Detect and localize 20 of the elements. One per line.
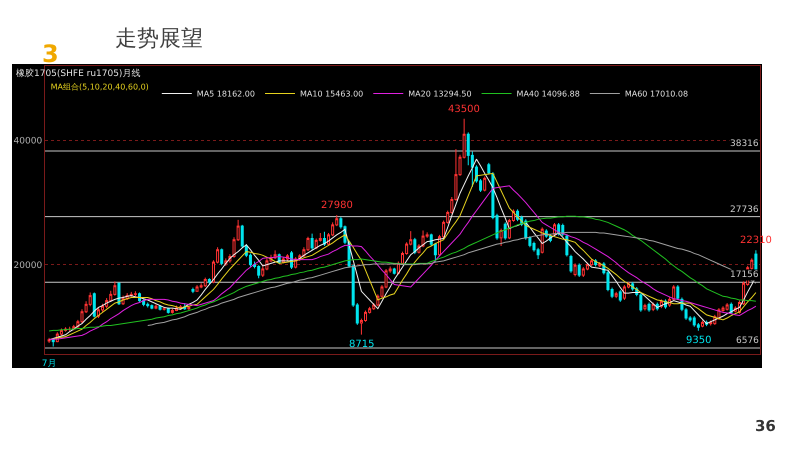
annotation: 9350 (686, 335, 712, 346)
annotation: 27980 (321, 200, 353, 211)
legend-title: MA组合(5,10,20,40,60,0) (50, 82, 149, 92)
ref-line-label: 38316 (730, 139, 759, 149)
legend-label: MA5 18162.00 (196, 90, 255, 99)
x-tick-label: 7月 (42, 358, 56, 369)
legend-label: MA20 13294.50 (408, 90, 472, 99)
legend-label: MA60 17010.08 (624, 90, 688, 99)
legend-label: MA40 14096.88 (516, 90, 580, 99)
chart-subtitle: 橡胶1705(SHFE ru1705)月线 (16, 68, 140, 79)
annotation: 43500 (448, 104, 480, 115)
legend-label: MA10 15463.00 (300, 90, 364, 99)
text: 36 (755, 417, 776, 435)
annotation: 3 (42, 40, 59, 68)
annotation: 8715 (349, 339, 374, 350)
y-tick-label: 20000 (14, 260, 42, 271)
chart-title: 走势展望 (115, 26, 203, 52)
y-tick-label: 40000 (14, 136, 42, 147)
ref-line-label: 6576 (736, 336, 760, 346)
ref-line-label: 27736 (730, 205, 759, 215)
